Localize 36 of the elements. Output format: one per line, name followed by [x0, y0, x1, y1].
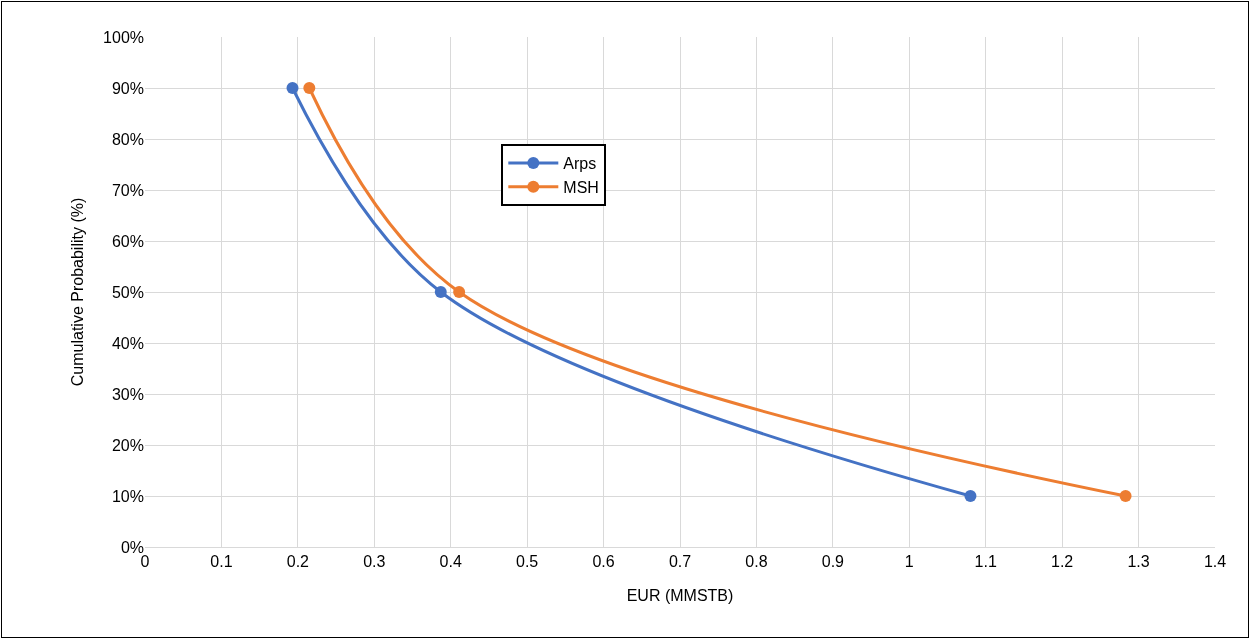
x-tick-label: 1.1: [974, 553, 997, 571]
x-tick-label: 1: [904, 553, 914, 571]
x-tick-label: 0.5: [516, 553, 539, 571]
point: [964, 490, 977, 502]
x-tick-label: 0.4: [439, 553, 462, 571]
legend-label: Arps: [563, 155, 597, 173]
x-tick-label: 0.8: [745, 553, 768, 571]
point: [1119, 490, 1132, 502]
point: [286, 82, 299, 94]
y-tick-label: 70%: [111, 181, 144, 199]
y-tick-label: 100%: [103, 28, 144, 46]
y-tick-label: 40%: [111, 334, 144, 352]
y-tick-label: 20%: [111, 436, 144, 454]
x-tick-label: 0.1: [210, 553, 233, 571]
point: [303, 82, 316, 94]
x-tick-label: 0.3: [363, 553, 386, 571]
x-tick-label: 0.7: [668, 553, 692, 571]
x-tick-label: 1.2: [1051, 553, 1074, 571]
x-tick-label: 0.6: [592, 553, 615, 571]
y-axis-title: Cumulative Probability (%): [68, 197, 86, 387]
y-tick-label: 10%: [111, 487, 144, 505]
x-axis-title: EUR (MMSTB): [626, 586, 734, 604]
x-tick-label: 0.2: [286, 553, 310, 571]
y-tick-label: 30%: [111, 385, 144, 403]
point: [453, 286, 466, 298]
y-tick-label: 50%: [111, 283, 144, 301]
y-tick-label: 80%: [111, 130, 144, 148]
y-tick-label: 90%: [111, 79, 144, 97]
x-tick-label: 0: [140, 553, 150, 571]
y-tick-label: 0%: [120, 538, 144, 556]
x-tick-label: 0.9: [821, 553, 845, 571]
y-tick-label: 60%: [111, 232, 144, 250]
legend-label: MSH: [563, 179, 599, 197]
x-tick-label: 1.3: [1127, 553, 1150, 571]
x-tick-label: 1.4: [1203, 553, 1227, 571]
point: [434, 286, 447, 298]
